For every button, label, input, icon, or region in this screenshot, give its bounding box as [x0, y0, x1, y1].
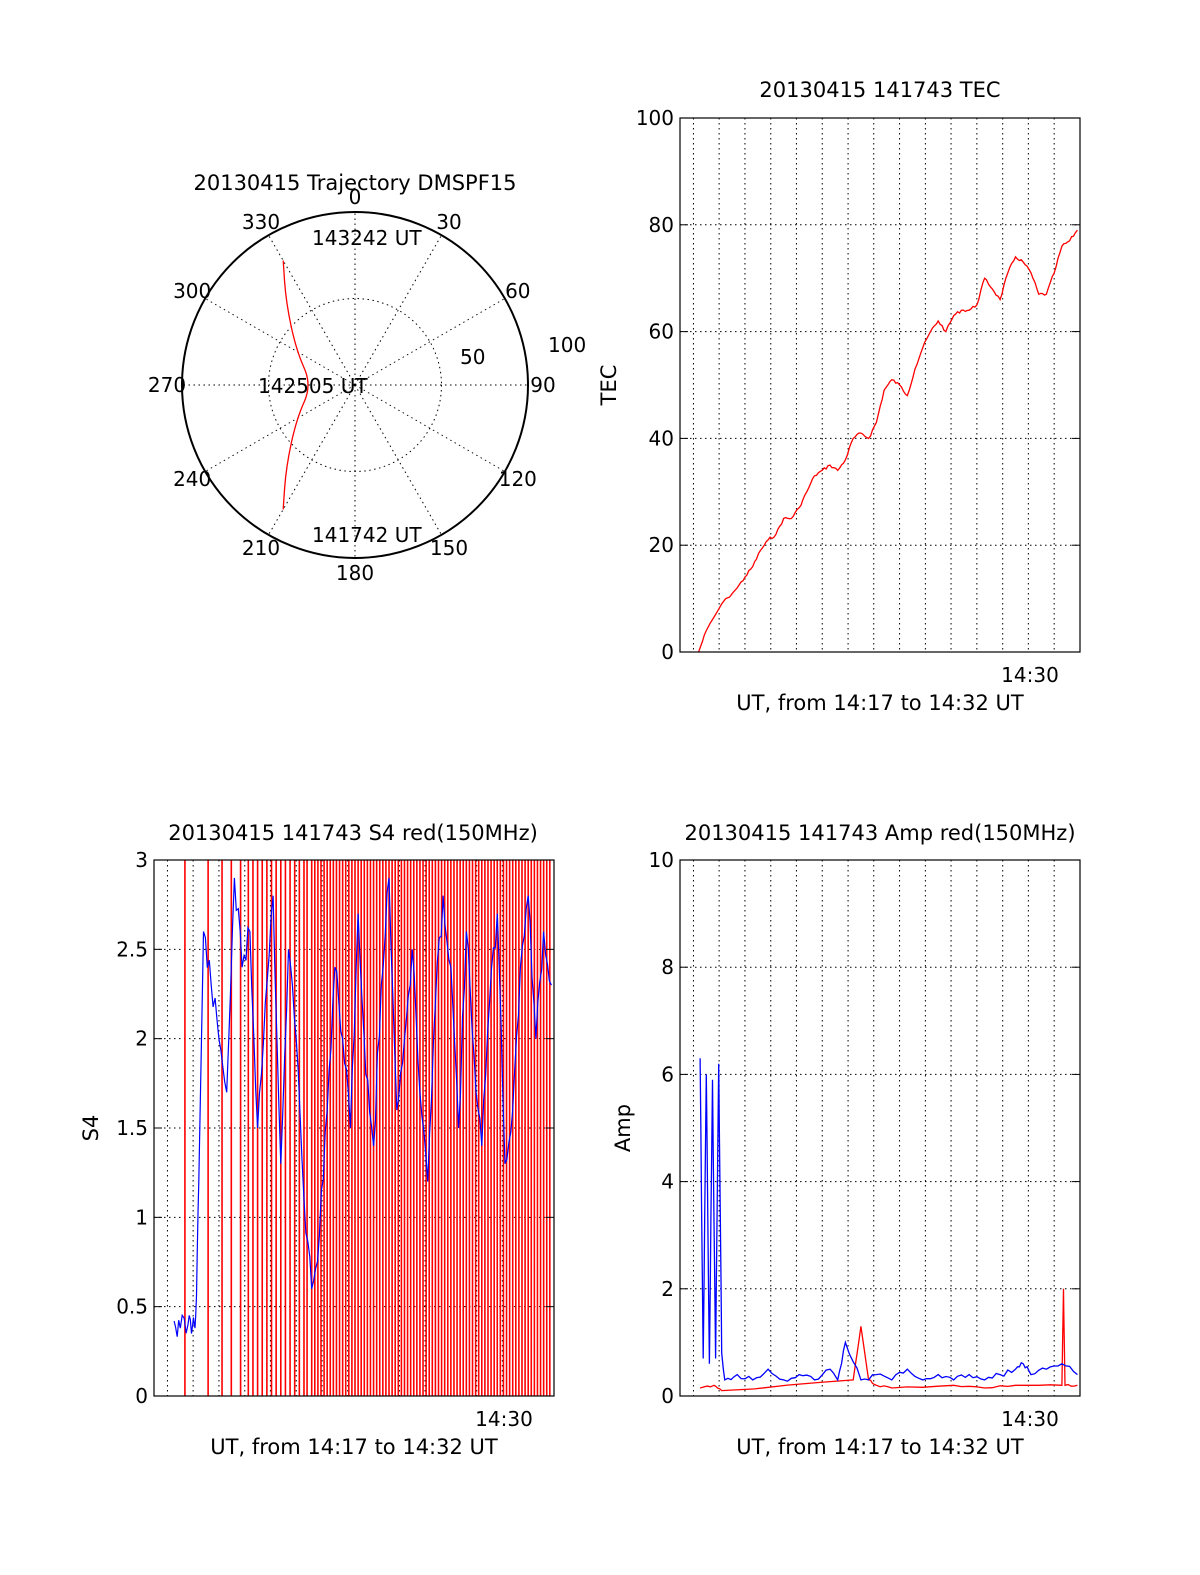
- tec-ytick-label-1: 20: [649, 533, 674, 557]
- polar-panel: 20130415 Trajectory DMSPF15 0 30 60 90 120 15…: [148, 171, 586, 585]
- amp-red-series-line: [699, 1288, 1078, 1392]
- s4-ytick-label-2: 1: [135, 1205, 148, 1229]
- polar-angle-label-180: 180: [336, 561, 374, 585]
- polar-angle-label-30: 30: [436, 210, 461, 234]
- amp-blue-series-line: [699, 1058, 1078, 1382]
- amp-title: 20130415 141743 Amp red(150MHz): [684, 821, 1075, 845]
- polar-spoke-240: [204, 384, 356, 472]
- polar-spoke-330: [268, 234, 356, 386]
- s4-y-label: S4: [79, 1115, 103, 1142]
- s4-ytick-label-6: 3: [135, 848, 148, 872]
- polar-angle-label-270: 270: [148, 373, 186, 397]
- s4-blue-series-line: [173, 877, 552, 1337]
- tec-ytick-label-3: 60: [649, 320, 674, 344]
- polar-angle-label-210: 210: [242, 536, 280, 560]
- amp-ytick-label-3: 6: [661, 1062, 674, 1086]
- amp-ytick-label-4: 8: [661, 955, 674, 979]
- amp-x-label: UT, from 14:17 to 14:32 UT: [736, 1435, 1024, 1459]
- polar-angle-label-330: 330: [242, 210, 280, 234]
- polar-title: 20130415 Trajectory DMSPF15: [193, 171, 516, 195]
- tec-plot-frame: [679, 117, 1081, 653]
- polar-spoke-30: [354, 234, 442, 386]
- polar-angle-label-60: 60: [505, 279, 530, 303]
- polar-annotation-start: 141742 UT: [312, 523, 422, 547]
- tec-panel: 20130415 141743 TEC 0 20 40 60 80 100 14:30 U…: [597, 78, 1081, 715]
- s4-x-label: UT, from 14:17 to 14:32 UT: [210, 1435, 498, 1459]
- amp-ytick-label-2: 4: [661, 1170, 674, 1194]
- amp-plot-frame: [679, 859, 1081, 1397]
- amp-panel: 20130415 141743 Amp red(150MHz) 0246810 …: [611, 821, 1081, 1459]
- polar-spoke-300: [204, 298, 356, 386]
- polar-radial-label-100: 100: [548, 333, 586, 357]
- tec-y-ticks: 0 20 40 60 80 100: [636, 106, 1080, 664]
- polar-angle-label-0: 0: [349, 185, 362, 209]
- polar-annotation-end: 143242 UT: [312, 226, 422, 250]
- amp-x-tick-1430: 14:30: [1001, 1407, 1059, 1431]
- polar-radial-label-50: 50: [460, 345, 485, 369]
- polar-annotation-mid: 142505 UT: [258, 374, 368, 398]
- tec-x-tick-1430: 14:30: [1001, 663, 1059, 687]
- tec-ytick-label-5: 100: [636, 106, 674, 130]
- tec-title: 20130415 141743 TEC: [759, 78, 1000, 102]
- amp-ytick-label-1: 2: [661, 1277, 674, 1301]
- tec-ytick-label-2: 40: [649, 426, 674, 450]
- s4-ytick-label-3: 1.5: [116, 1116, 148, 1140]
- s4-ytick-label-4: 2: [135, 1027, 148, 1051]
- tec-grid: [680, 118, 1080, 652]
- polar-angle-label-90: 90: [530, 373, 555, 397]
- polar-outer-ring: [181, 211, 529, 559]
- s4-x-tick-1430: 14:30: [475, 1407, 533, 1431]
- s4-ytick-label-0: 0: [135, 1384, 148, 1408]
- tec-y-label: TEC: [597, 365, 621, 407]
- amp-grid: [680, 860, 1080, 1396]
- polar-angle-label-240: 240: [173, 467, 211, 491]
- amp-ytick-label-5: 10: [649, 848, 674, 872]
- amp-y-ticks: 0 2 4 6 8 10: [649, 848, 1080, 1408]
- tec-x-label: UT, from 14:17 to 14:32 UT: [736, 691, 1024, 715]
- polar-spoke-210: [268, 384, 356, 536]
- polar-spoke-120: [354, 384, 506, 472]
- s4-red-spikes: [184, 860, 551, 1396]
- polar-angle-label-120: 120: [499, 467, 537, 491]
- polar-spoke-150: [354, 384, 442, 536]
- polar-grid: [182, 212, 528, 558]
- polar-angle-labels: 0 30 60 90 120 150 180 210 240 270 300 330: [148, 185, 556, 585]
- amp-y-label: Amp: [611, 1104, 635, 1152]
- polar-trajectory-line: [282, 260, 309, 510]
- tec-ytick-label-4: 80: [649, 213, 674, 237]
- polar-angle-label-300: 300: [173, 279, 211, 303]
- tec-ytick-label-0: 0: [661, 640, 674, 664]
- polar-spoke-60: [354, 298, 506, 386]
- tec-series-line: [697, 229, 1078, 653]
- amp-ytick-label-0: 0: [661, 1384, 674, 1408]
- s4-ytick-label-5: 2.5: [116, 937, 148, 961]
- s4-y-ticks: 0 0.5 1 1.5 2 2.5 3: [116, 848, 554, 1408]
- s4-title: 20130415 141743 S4 red(150MHz): [168, 821, 538, 845]
- polar-angle-label-150: 150: [430, 536, 468, 560]
- s4-panel: 20130415 141743 S4 red(150MHz) 0 0.5 1 1.5 2…: [79, 821, 555, 1459]
- s4-ytick-label-1: 0.5: [116, 1295, 148, 1319]
